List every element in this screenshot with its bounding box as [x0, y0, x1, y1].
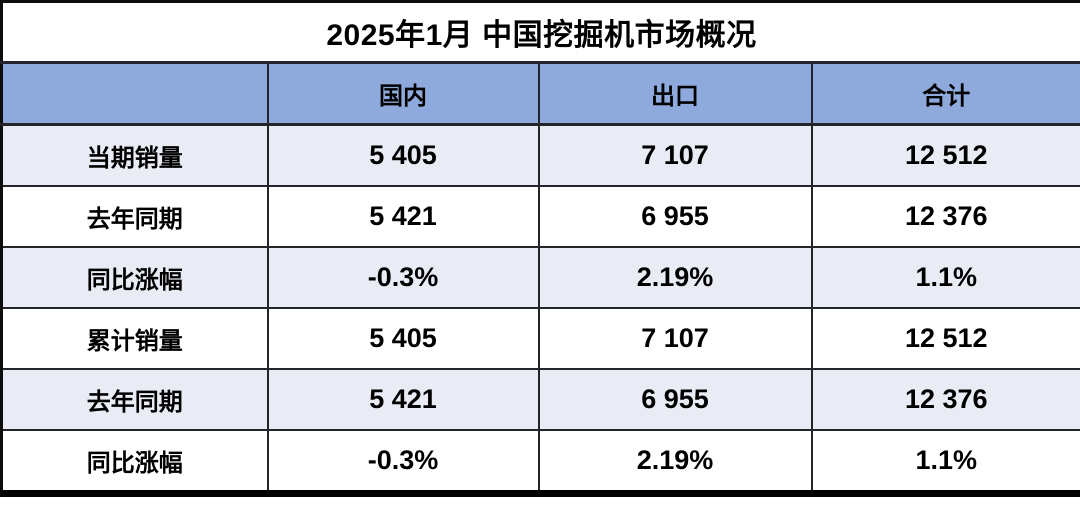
row-label: 当期销量: [0, 123, 269, 187]
cell-export: 7 107: [537, 123, 813, 187]
cell-export: 6 955: [537, 185, 813, 248]
table-row-current-sales: 当期销量 5 405 7 107 12 512: [0, 123, 1080, 187]
cell-total: 1.1%: [810, 246, 1080, 309]
col-header-export: 出口: [537, 61, 813, 126]
cell-domestic: 5 421: [266, 368, 540, 431]
table-row-yoy-change-cumulative: 同比涨幅 -0.3% 2.19% 1.1%: [0, 429, 1080, 495]
table-row-last-year-period: 去年同期 5 421 6 955 12 376: [0, 185, 1080, 248]
row-label: 去年同期: [0, 368, 269, 431]
cell-total: 12 376: [810, 185, 1080, 248]
table-title-row: 2025年1月 中国挖掘机市场概况: [0, 0, 1080, 64]
cell-export: 2.19%: [537, 429, 813, 495]
cell-domestic: -0.3%: [266, 246, 540, 309]
cell-domestic: -0.3%: [266, 429, 540, 495]
cell-export: 2.19%: [537, 246, 813, 309]
cell-domestic: 5 405: [266, 307, 540, 370]
cell-total: 1.1%: [810, 429, 1080, 495]
col-header-total: 合计: [810, 61, 1080, 126]
cell-export: 7 107: [537, 307, 813, 370]
row-label: 同比涨幅: [0, 429, 269, 495]
row-label: 同比涨幅: [0, 246, 269, 309]
table-row-last-year-cumulative: 去年同期 5 421 6 955 12 376: [0, 368, 1080, 431]
cell-domestic: 5 405: [266, 123, 540, 187]
col-header-blank: [0, 61, 269, 126]
row-label: 累计销量: [0, 307, 269, 370]
table-row-yoy-change: 同比涨幅 -0.3% 2.19% 1.1%: [0, 246, 1080, 309]
col-header-domestic: 国内: [266, 61, 540, 126]
cell-total: 12 376: [810, 368, 1080, 431]
cell-total: 12 512: [810, 307, 1080, 370]
table-header-row: 国内 出口 合计: [0, 61, 1080, 126]
page-title: 2025年1月 中国挖掘机市场概况: [0, 0, 1080, 64]
cell-total: 12 512: [810, 123, 1080, 187]
cell-domestic: 5 421: [266, 185, 540, 248]
table-row-cumulative-sales: 累计销量 5 405 7 107 12 512: [0, 307, 1080, 370]
excavator-market-table: 2025年1月 中国挖掘机市场概况 国内 出口 合计 当期销量 5 405 7 …: [0, 0, 1080, 497]
cell-export: 6 955: [537, 368, 813, 431]
row-label: 去年同期: [0, 185, 269, 248]
